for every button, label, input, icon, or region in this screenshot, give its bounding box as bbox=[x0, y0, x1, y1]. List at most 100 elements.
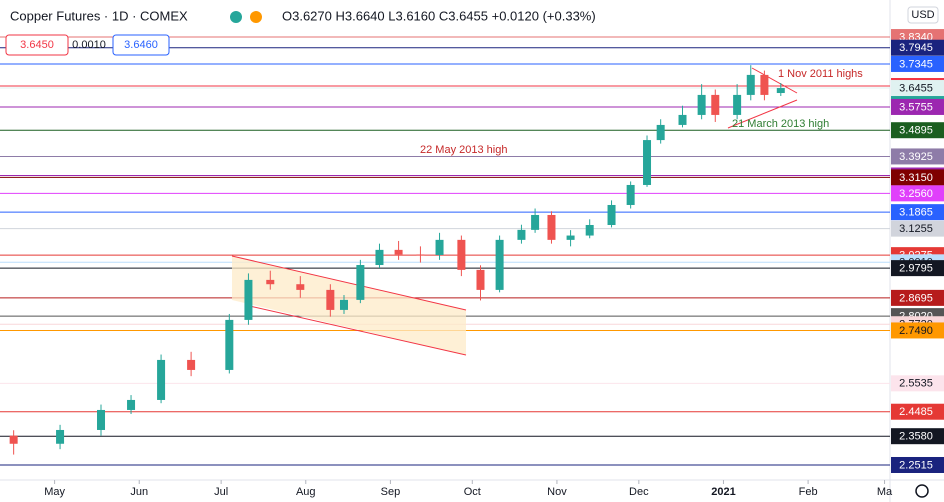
x-tick-label: Nov bbox=[547, 486, 567, 498]
level-label-bg bbox=[891, 185, 944, 202]
candle-body bbox=[56, 429, 65, 444]
level-label: 3.7945 bbox=[899, 42, 933, 54]
level-label: 3.1865 bbox=[899, 207, 933, 219]
level-label: 2.5535 bbox=[899, 378, 933, 390]
candle-body bbox=[626, 184, 635, 205]
level-label: 3.3925 bbox=[899, 151, 933, 163]
triangle-top bbox=[751, 67, 798, 94]
candle-body bbox=[375, 249, 384, 266]
x-tick-label: Aug bbox=[296, 486, 316, 498]
sell-box[interactable] bbox=[5, 34, 69, 56]
level-label-bg bbox=[891, 289, 944, 306]
candle-body bbox=[760, 74, 769, 95]
currency-box[interactable] bbox=[907, 6, 939, 24]
candle-body bbox=[266, 279, 275, 285]
x-tick-label: Jul bbox=[214, 486, 228, 498]
level-label-bg bbox=[891, 148, 944, 165]
candle-body bbox=[585, 224, 594, 236]
triangle-bottom bbox=[727, 99, 798, 129]
ohlc-values: O3.6270 H3.6640 L3.6160 C3.6455 +0.0120 … bbox=[282, 8, 596, 23]
settings-icon[interactable] bbox=[915, 484, 929, 498]
annotation: 22 May 2013 high bbox=[420, 144, 507, 156]
level-label: 2.2515 bbox=[899, 459, 933, 471]
level-label: 3.3150 bbox=[899, 172, 933, 184]
level-label: 3.4895 bbox=[899, 125, 933, 137]
candle-body bbox=[495, 239, 504, 290]
level-label: 3.7345 bbox=[899, 58, 933, 70]
level-label: 3.2560 bbox=[899, 188, 933, 200]
candle-body bbox=[394, 249, 403, 255]
channel-bottom bbox=[244, 304, 467, 356]
candle-body bbox=[776, 88, 785, 94]
candle-body bbox=[711, 94, 720, 115]
annotation: 1 Nov 2011 highs bbox=[778, 68, 863, 80]
candle-body bbox=[566, 235, 575, 240]
candle-body bbox=[656, 124, 665, 141]
x-tick-label: Feb bbox=[799, 486, 818, 498]
candle-body bbox=[339, 299, 348, 310]
level-label: 2.9795 bbox=[899, 263, 933, 275]
candles bbox=[9, 65, 785, 455]
buy-box[interactable] bbox=[112, 34, 170, 56]
candle-body bbox=[416, 254, 425, 256]
candle-body bbox=[97, 409, 106, 430]
channel-top bbox=[231, 255, 467, 311]
candle-body bbox=[435, 239, 444, 256]
level-label: 2.8695 bbox=[899, 292, 933, 304]
x-tick-label: Sep bbox=[381, 486, 401, 498]
level-label-bg bbox=[891, 122, 944, 139]
candle-body bbox=[607, 204, 616, 225]
candle-body bbox=[244, 279, 253, 320]
level-label-bg bbox=[891, 260, 944, 277]
level-label: 3.1255 bbox=[899, 223, 933, 235]
level-label: 2.3580 bbox=[899, 431, 933, 443]
currency: USD bbox=[911, 9, 934, 21]
channel-fill bbox=[232, 256, 466, 355]
candle-body bbox=[9, 435, 18, 444]
candle-body bbox=[225, 319, 234, 370]
status-dot bbox=[230, 11, 242, 23]
x-tick-label: May bbox=[44, 486, 65, 498]
candle-body bbox=[643, 140, 652, 185]
level-label-bg bbox=[891, 428, 944, 445]
level-label-bg bbox=[891, 220, 944, 237]
level-label-bg bbox=[891, 80, 944, 97]
bid-price: 3.6450 bbox=[20, 39, 54, 51]
ask-price: 3.6460 bbox=[124, 39, 158, 51]
candle-body bbox=[356, 265, 365, 300]
x-tick-label: Dec bbox=[629, 486, 649, 498]
level-label: 3.6455 bbox=[899, 82, 933, 94]
candle-body bbox=[476, 269, 485, 290]
level-label-bg bbox=[891, 375, 944, 392]
candle-body bbox=[457, 239, 466, 270]
candle-body bbox=[517, 229, 526, 240]
level-label-bg bbox=[891, 55, 944, 72]
settings-bg bbox=[899, 482, 937, 501]
level-label-bg bbox=[891, 98, 944, 115]
level-label-bg bbox=[891, 169, 944, 186]
x-tick-label: 2021 bbox=[711, 486, 735, 498]
x-tick-label: Jun bbox=[130, 486, 148, 498]
candle-body bbox=[187, 359, 196, 370]
level-label-bg bbox=[891, 403, 944, 420]
spread: 0.0010 bbox=[72, 39, 106, 51]
level-label-bg bbox=[891, 204, 944, 221]
candle-body bbox=[531, 214, 540, 230]
annotation: 21 March 2013 high bbox=[732, 118, 829, 130]
candle-body bbox=[733, 94, 742, 115]
delay-dot bbox=[250, 11, 262, 23]
candle-body bbox=[547, 214, 556, 240]
x-tick-label: Ma bbox=[877, 486, 893, 498]
level-label-bg bbox=[891, 39, 944, 56]
level-label: 2.4485 bbox=[899, 406, 933, 418]
candle-body bbox=[296, 284, 305, 290]
level-label: 2.7490 bbox=[899, 325, 933, 337]
chart-title: Copper Futures · 1D · COMEX bbox=[10, 8, 188, 23]
level-label: 3.5755 bbox=[899, 101, 933, 113]
candle-body bbox=[157, 359, 166, 400]
candle-body bbox=[678, 114, 687, 125]
level-label-bg bbox=[891, 456, 944, 473]
